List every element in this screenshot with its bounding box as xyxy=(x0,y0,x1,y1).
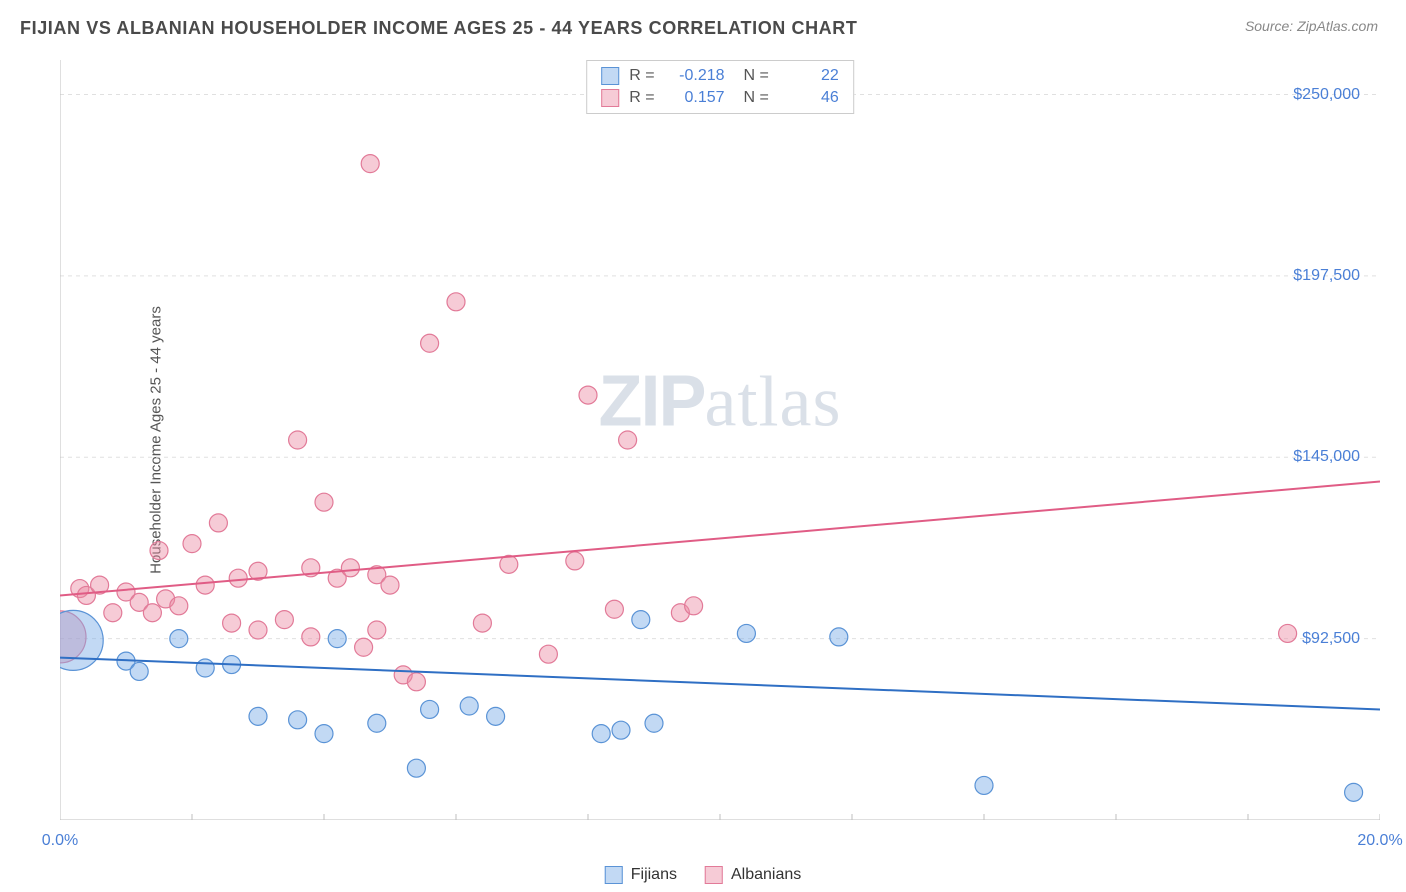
stat-n-label: N = xyxy=(735,89,769,107)
stat-r-label: R = xyxy=(629,89,654,107)
stat-r-value-fijians: -0.218 xyxy=(665,67,725,85)
legend-label-albanians: Albanians xyxy=(731,866,801,884)
legend-swatch-albanians xyxy=(705,866,723,884)
scatter-plot xyxy=(60,60,1380,820)
chart-title: FIJIAN VS ALBANIAN HOUSEHOLDER INCOME AG… xyxy=(20,18,857,39)
stat-legend: R = -0.218 N = 22 R = 0.157 N = 46 xyxy=(586,60,854,114)
y-tick-label: $250,000 xyxy=(1293,86,1360,104)
stat-r-value-albanians: 0.157 xyxy=(665,89,725,107)
stat-row-fijians: R = -0.218 N = 22 xyxy=(587,65,853,87)
y-tick-label: $145,000 xyxy=(1293,448,1360,466)
legend-item-albanians: Albanians xyxy=(705,866,801,884)
legend-swatch-fijians xyxy=(605,866,623,884)
x-tick-label: 20.0% xyxy=(1357,832,1402,850)
stat-r-label: R = xyxy=(629,67,654,85)
source-label: Source: ZipAtlas.com xyxy=(1245,18,1378,34)
legend-label-fijians: Fijians xyxy=(631,866,677,884)
y-tick-label: $197,500 xyxy=(1293,267,1360,285)
header: FIJIAN VS ALBANIAN HOUSEHOLDER INCOME AG… xyxy=(0,0,1406,47)
stat-row-albanians: R = 0.157 N = 46 xyxy=(587,87,853,109)
stat-n-label: N = xyxy=(735,67,769,85)
chart-area: Householder Income Ages 25 - 44 years ZI… xyxy=(60,60,1380,820)
legend-item-fijians: Fijians xyxy=(605,866,677,884)
legend-swatch-fijians xyxy=(601,67,619,85)
y-tick-label: $92,500 xyxy=(1302,630,1360,648)
x-tick-label: 0.0% xyxy=(42,832,78,850)
stat-n-value-albanians: 46 xyxy=(779,89,839,107)
legend-swatch-albanians xyxy=(601,89,619,107)
series-legend: Fijians Albanians xyxy=(605,866,802,884)
stat-n-value-fijians: 22 xyxy=(779,67,839,85)
